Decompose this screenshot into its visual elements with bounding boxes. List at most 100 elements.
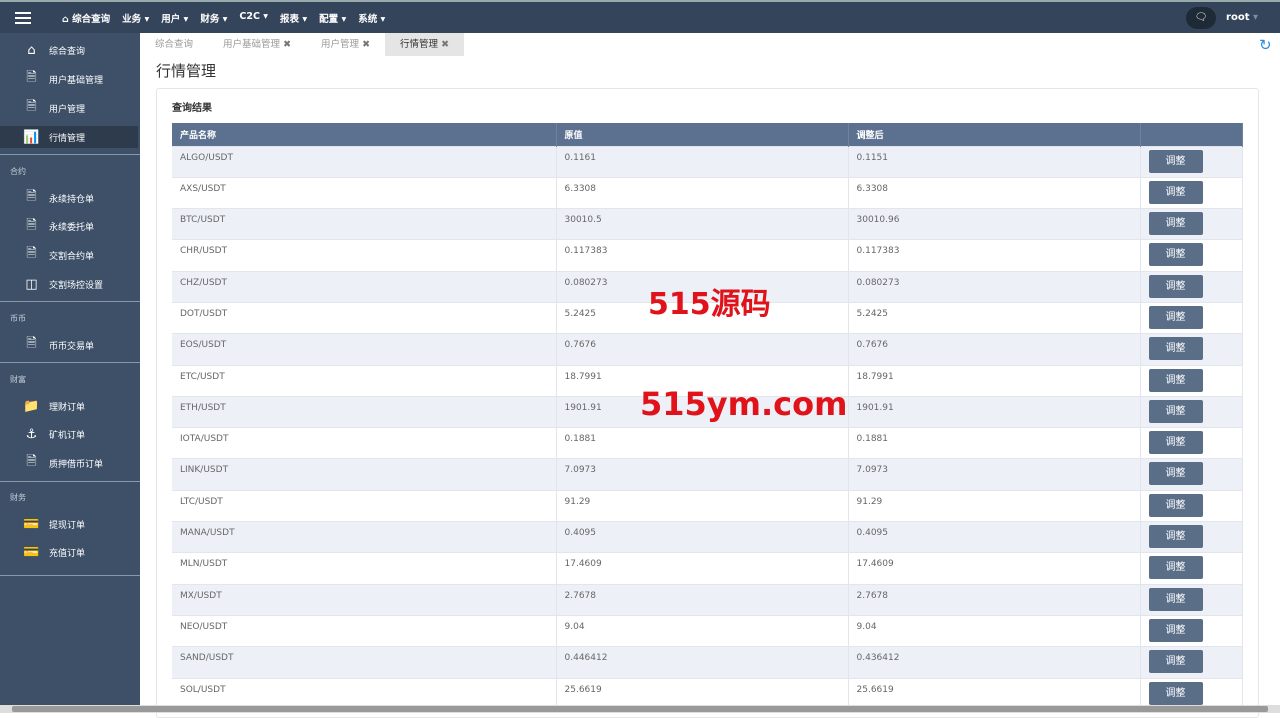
sidebar-item[interactable]: ⚓ 矿机订单 <box>0 424 138 446</box>
table-row: MANA/USDT 0.4095 0.4095 调整 <box>172 521 1243 553</box>
table-cell: MX/USDT <box>172 583 557 616</box>
sidebar-item[interactable]: 💳 充值订单 <box>0 542 138 564</box>
credit-card-icon: 💳 <box>23 545 40 561</box>
top-menu-item[interactable]: 业务 ▾ <box>122 13 150 25</box>
sidebar-item[interactable]: 📁 理财订单 <box>0 395 138 417</box>
adjust-button[interactable]: 调整 <box>1148 462 1203 486</box>
adjust-button[interactable]: 调整 <box>1148 525 1203 549</box>
tab[interactable]: 用户基础管理 ✖ <box>223 39 292 50</box>
table-row: ALGO/USDT 0.1161 0.1151 调整 <box>172 145 1243 178</box>
top-menu-item[interactable]: 报表 ▾ <box>280 13 308 25</box>
hamburger-icon <box>15 16 31 19</box>
table-cell: 17.4609 <box>556 552 849 585</box>
adjusted-value: 2.7678 <box>856 590 889 601</box>
sidebar-item[interactable]: 🗎 用户管理 <box>0 97 138 119</box>
sidebar-divider <box>0 362 140 363</box>
adjust-button[interactable]: 调整 <box>1148 274 1203 298</box>
adjust-button[interactable]: 调整 <box>1148 368 1203 392</box>
original-value: 91.29 <box>564 496 591 507</box>
sidebar-divider <box>0 154 140 155</box>
adjust-button[interactable]: 调整 <box>1148 556 1203 580</box>
close-icon[interactable]: ✖ <box>441 39 450 50</box>
scrollbar-thumb[interactable] <box>12 706 1268 712</box>
table-cell: 17.4609 <box>848 552 1141 585</box>
adjust-button[interactable]: 调整 <box>1148 149 1203 173</box>
table-cell: 0.7676 <box>848 333 1141 366</box>
adjust-button[interactable]: 调整 <box>1148 493 1203 517</box>
table-row: CHR/USDT 0.117383 0.117383 调整 <box>172 239 1243 272</box>
sidebar-item[interactable]: 📊 行情管理 <box>0 126 138 148</box>
sidebar-item[interactable]: 🗎 币币交易单 <box>0 334 138 356</box>
table-row: LINK/USDT 7.0973 7.0973 调整 <box>172 458 1243 491</box>
original-value: 5.2425 <box>564 308 597 319</box>
adjust-button[interactable]: 调整 <box>1148 243 1203 267</box>
sidebar-item[interactable]: 💳 提现订单 <box>0 513 138 535</box>
chat-button[interactable]: 🗨 <box>1186 6 1217 29</box>
action-cell: 调整 <box>1140 333 1243 366</box>
top-menu-item[interactable]: 系统 ▾ <box>358 13 386 25</box>
top-menu-item[interactable]: 财务 ▾ <box>200 13 228 25</box>
table-cell: ETH/USDT <box>172 395 557 428</box>
user-menu[interactable]: root ▾ <box>1226 12 1258 23</box>
sidebar-item[interactable]: 🗎 用户基础管理 <box>0 68 138 90</box>
caret-down-icon: ▾ <box>1252 12 1258 23</box>
original-value: 17.4609 <box>564 559 602 570</box>
close-icon[interactable]: ✖ <box>362 39 371 50</box>
refresh-icon[interactable]: ↻ <box>1259 36 1272 54</box>
action-cell: 调整 <box>1140 677 1243 710</box>
original-value: 0.117383 <box>564 246 608 257</box>
file-icon: 🗎 <box>26 454 37 470</box>
adjust-button[interactable]: 调整 <box>1148 212 1203 236</box>
table-cell: 18.7991 <box>848 364 1141 397</box>
adjust-button[interactable]: 调整 <box>1148 399 1203 423</box>
sidebar-divider <box>0 301 140 302</box>
sidebar: ⌂ 综合查询 🗎 用户基础管理 🗎 用户管理 📊 行情管理合约 🗎 永续持仓单 🗎 永续委托单 🗎 交割合… <box>0 33 140 705</box>
tab[interactable]: 综合查询 <box>155 39 194 50</box>
sidebar-item[interactable]: 🗎 永续委托单 <box>0 216 138 238</box>
table-cell: 0.1161 <box>556 145 849 178</box>
panel-title: 查询结果 <box>172 103 212 114</box>
table-row: AXS/USDT 6.3308 6.3308 调整 <box>172 176 1243 209</box>
adjusted-value: 1901.91 <box>856 402 894 413</box>
sidebar-section-label: 合约 <box>10 167 26 176</box>
top-menu-item[interactable]: 配置 ▾ <box>319 13 347 25</box>
adjust-button[interactable]: 调整 <box>1148 587 1203 611</box>
table-row: EOS/USDT 0.7676 0.7676 调整 <box>172 333 1243 366</box>
action-cell: 调整 <box>1140 395 1243 428</box>
columns-icon: ◫ <box>25 276 38 292</box>
tab[interactable]: 行情管理 ✖ <box>385 33 465 56</box>
adjust-button[interactable]: 调整 <box>1148 681 1203 705</box>
sidebar-item[interactable]: 🗎 质押借币订单 <box>0 452 138 474</box>
table-cell: IOTA/USDT <box>172 427 557 459</box>
adjust-button[interactable]: 调整 <box>1148 305 1203 329</box>
top-menu-item[interactable]: ⌂ 综合查询 <box>62 13 111 25</box>
adjust-button[interactable]: 调整 <box>1148 337 1203 361</box>
original-value: 1901.91 <box>564 402 602 413</box>
sidebar-item[interactable]: ◫ 交割场控设置 <box>0 273 138 295</box>
sidebar-item[interactable]: 🗎 永续持仓单 <box>0 187 138 209</box>
table-cell: EOS/USDT <box>172 333 557 366</box>
table-row: MLN/USDT 17.4609 17.4609 调整 <box>172 552 1243 585</box>
top-menu-item[interactable]: 用户 ▾ <box>161 13 189 25</box>
product-name: CHZ/USDT <box>180 277 227 288</box>
adjusted-value: 0.080273 <box>856 277 900 288</box>
table-cell: 1901.91 <box>556 395 849 428</box>
sidebar-item[interactable]: 🗎 交割合约单 <box>0 244 138 266</box>
adjust-button[interactable]: 调整 <box>1148 180 1203 204</box>
close-icon[interactable]: ✖ <box>283 39 292 50</box>
adjusted-value: 25.6619 <box>856 684 894 695</box>
action-cell: 调整 <box>1140 521 1243 553</box>
adjust-button[interactable]: 调整 <box>1148 431 1203 455</box>
top-menu-item[interactable]: C2C ▾ <box>239 10 269 22</box>
product-name: MX/USDT <box>180 590 222 601</box>
adjust-button[interactable]: 调整 <box>1148 650 1203 674</box>
table-cell: CHZ/USDT <box>172 270 557 303</box>
menu-toggle-button[interactable] <box>0 2 46 33</box>
horizontal-scrollbar[interactable] <box>0 705 1280 713</box>
tab[interactable]: 用户管理 ✖ <box>321 39 371 50</box>
product-name: AXS/USDT <box>180 183 226 194</box>
table-cell: 2.7678 <box>556 583 849 616</box>
product-name: LINK/USDT <box>180 465 229 476</box>
adjust-button[interactable]: 调整 <box>1148 618 1203 642</box>
sidebar-item[interactable]: ⌂ 综合查询 <box>0 39 138 61</box>
